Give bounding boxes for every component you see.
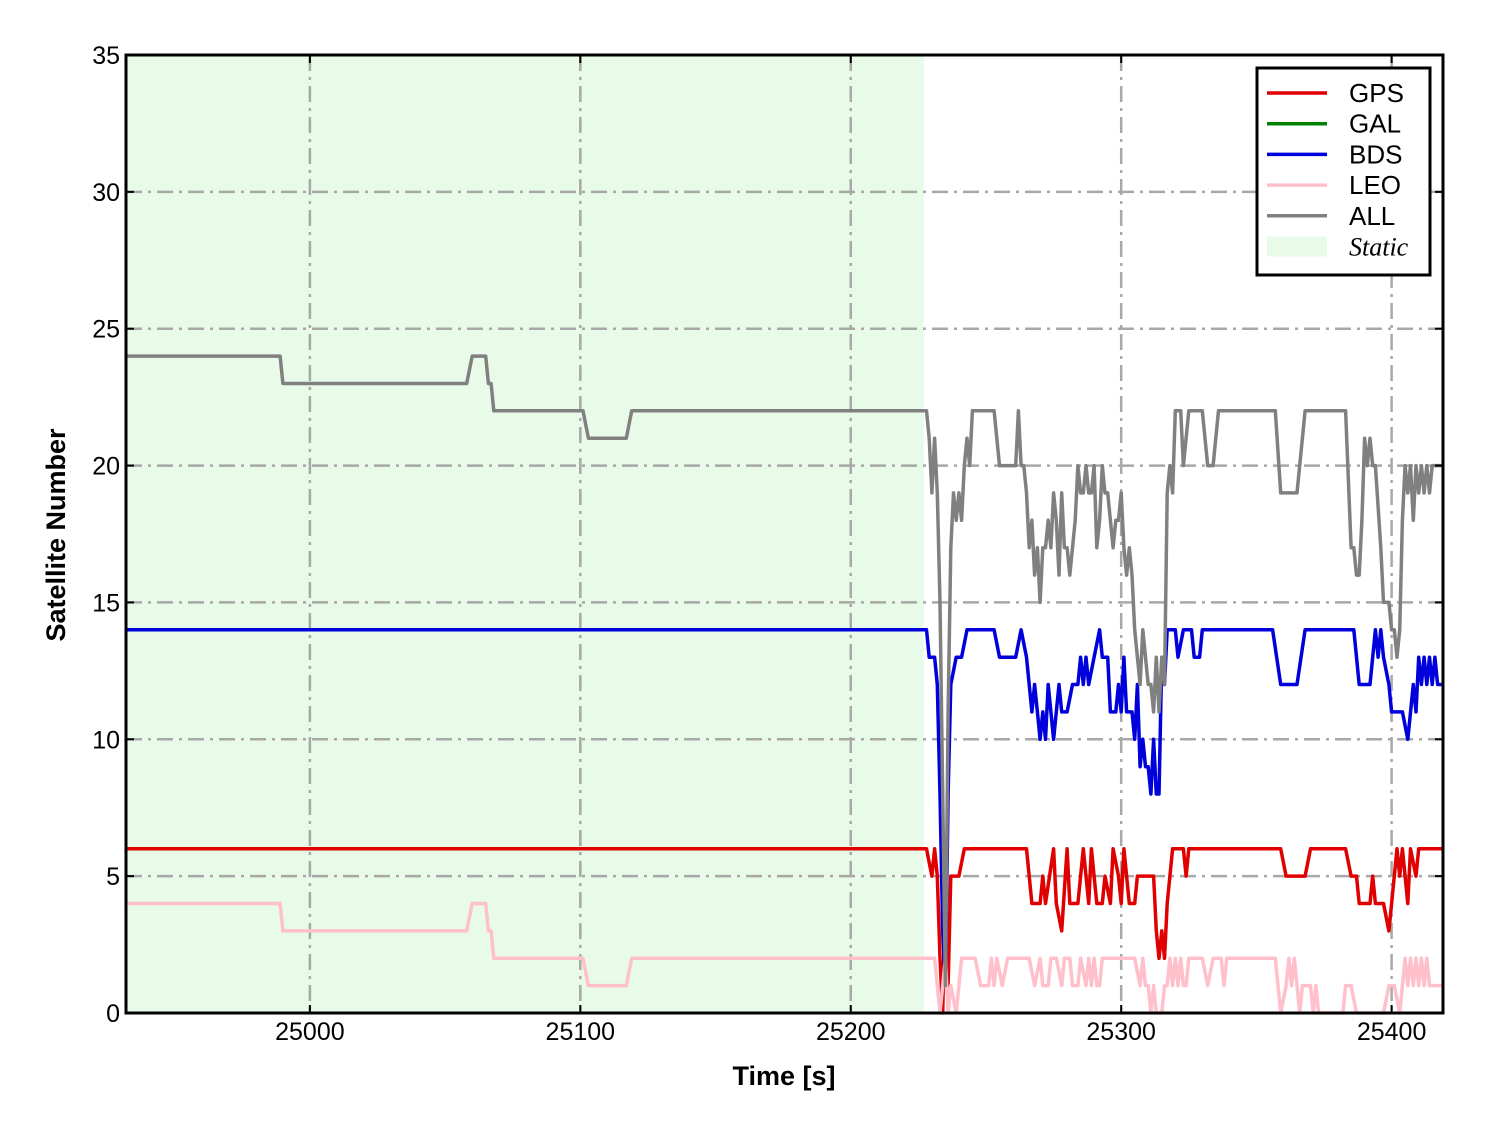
series-line-bds xyxy=(126,628,1443,988)
legend-label-static: Static xyxy=(1349,233,1409,262)
x-tick-label: 25100 xyxy=(546,1018,616,1046)
plot-frame xyxy=(124,53,1445,1015)
series-line-all xyxy=(126,354,1443,988)
legend-label-gal: GAL xyxy=(1349,109,1401,139)
y-tick-label: 5 xyxy=(106,863,120,891)
legend-swatch-static xyxy=(1267,236,1327,257)
y-tick-label: 30 xyxy=(92,179,120,207)
static-shaded-region-layer xyxy=(126,55,924,1013)
static-region xyxy=(126,55,924,1013)
tick-layer: 25000 25100 25200 25300 25400 0 5 10 15 20 25 30 35 xyxy=(92,42,1443,1046)
legend-label-leo: LEO xyxy=(1349,170,1401,200)
y-tick-label: 15 xyxy=(92,589,120,617)
y-axis-title: Satellite Number xyxy=(41,428,71,642)
series-line-gps xyxy=(126,847,1443,1015)
x-tick-label: 25300 xyxy=(1086,1018,1156,1046)
grid-layer xyxy=(126,55,1443,1013)
series-line-leo xyxy=(126,901,1443,1015)
x-tick-label: 25400 xyxy=(1357,1018,1427,1046)
y-tick-label: 35 xyxy=(92,42,120,70)
x-axis-title: Time [s] xyxy=(732,1061,835,1091)
y-tick-label: 10 xyxy=(92,726,120,754)
legend-label-gps: GPS xyxy=(1349,78,1404,108)
x-tick-label: 25200 xyxy=(816,1018,886,1046)
x-tick-label: 25000 xyxy=(275,1018,345,1046)
legend-label-all: ALL xyxy=(1349,201,1395,231)
y-tick-label: 20 xyxy=(92,453,120,481)
y-tick-label: 25 xyxy=(92,316,120,344)
y-tick-label: 0 xyxy=(106,1000,120,1028)
legend-label-bds: BDS xyxy=(1349,139,1402,169)
